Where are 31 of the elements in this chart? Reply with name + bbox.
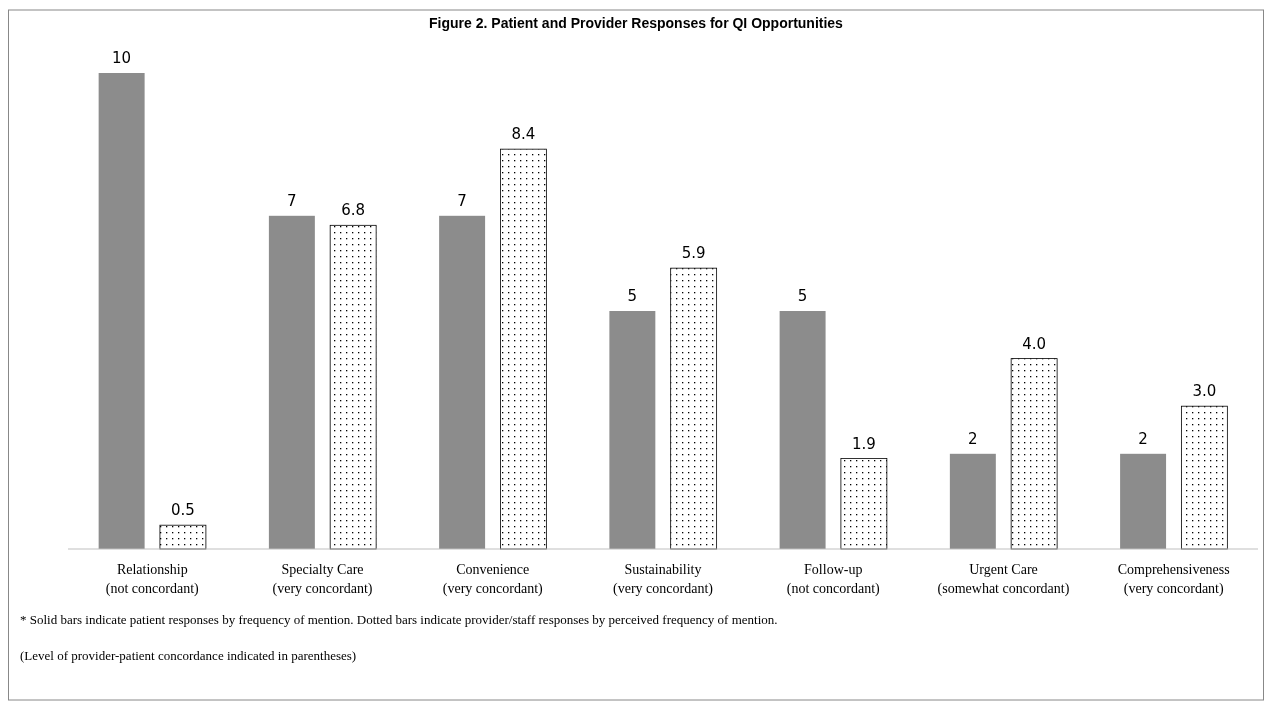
x-tick-label: Sustainability (very concordant) bbox=[613, 562, 714, 597]
bar bbox=[609, 311, 656, 549]
data-label: 7 bbox=[287, 191, 297, 210]
chart-title: Figure 2. Patient and Provider Responses for QI Opportunities bbox=[429, 15, 844, 31]
data-label: 5.9 bbox=[681, 244, 706, 263]
data-label: 1.9 bbox=[851, 434, 876, 453]
data-label: 10 bbox=[112, 49, 132, 67]
data-label: 4.0 bbox=[1022, 334, 1047, 353]
data-label: 3.0 bbox=[1192, 382, 1217, 401]
data-label: 0.5 bbox=[170, 501, 195, 520]
x-tick-label: Relationship (not concordant) bbox=[105, 562, 200, 597]
bar bbox=[439, 215, 486, 549]
text: (Level of provider-patient concordance indicated in parentheses) bbox=[20, 648, 357, 663]
bar bbox=[98, 73, 145, 549]
bar bbox=[1120, 453, 1167, 549]
x-tick-label: Urgent Care (somewhat concordant) bbox=[937, 562, 1070, 597]
data-label: 7 bbox=[457, 191, 467, 210]
x-tick-label: Comprehensiveness (very concordant) bbox=[1117, 562, 1230, 597]
bar bbox=[268, 215, 315, 549]
x-tick-label: Convenience (very concordant) bbox=[442, 562, 544, 597]
text: * Solid bars indicate patient responses by frequency of mention. Dotted bars indicate provider/staff responses by perceived frequency of mention. bbox=[20, 612, 778, 627]
data-label: 2 bbox=[1138, 429, 1148, 448]
bar bbox=[779, 311, 826, 549]
data-label: 8.4 bbox=[511, 125, 536, 144]
bar bbox=[949, 453, 996, 549]
data-label: 2 bbox=[968, 429, 978, 448]
data-label: 5 bbox=[797, 287, 808, 305]
data-label: 6.8 bbox=[341, 201, 366, 220]
x-tick-label: Specialty Care (very concordant) bbox=[272, 562, 373, 597]
x-tick-label: Follow-up (not concordant) bbox=[786, 562, 881, 597]
data-label: 5 bbox=[627, 287, 638, 305]
